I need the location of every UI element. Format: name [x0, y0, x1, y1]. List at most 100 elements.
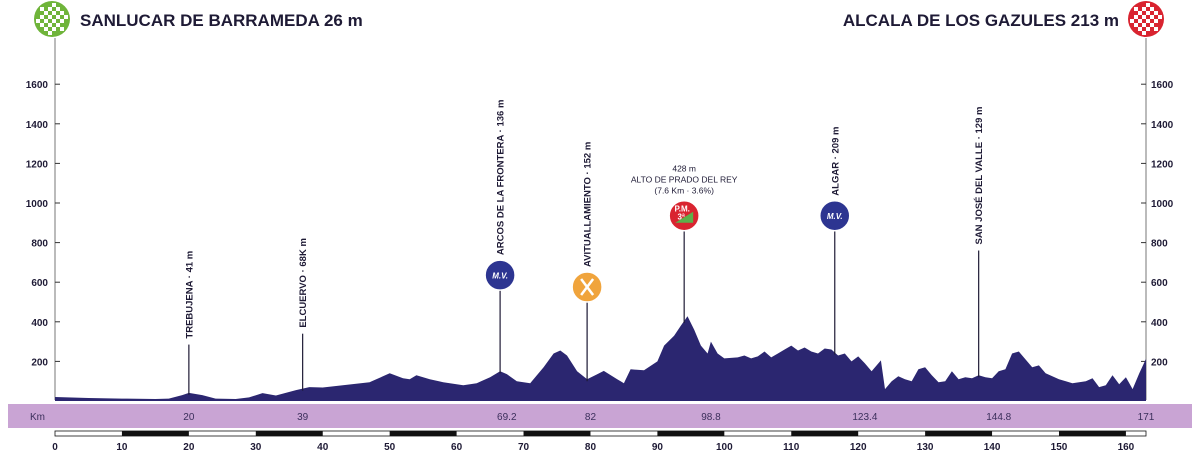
flag-check [60, 19, 64, 23]
y-tick-label-left: 800 [31, 239, 48, 250]
y-tick-label-left: 1600 [26, 80, 49, 91]
flag-check [60, 11, 64, 15]
scale-segment [255, 431, 323, 436]
knife-icon [580, 278, 595, 296]
km-strip-value: 144.8 [986, 412, 1011, 423]
finish-header: ALCALA DE LOS GAZULES 213 m [843, 1, 1164, 37]
km-strip-values: 20 39 69.2 82 98.8 123.4 144.8 171 [183, 412, 1154, 423]
y-tick-label-left: 1000 [26, 199, 49, 210]
flag-check [1134, 23, 1138, 27]
elevation-profile-area [55, 316, 1146, 401]
x-tick-label: 140 [984, 442, 1001, 453]
x-tick-label: 50 [384, 442, 396, 453]
flag-check [40, 7, 44, 11]
mv-marker-label: M.V. [492, 272, 508, 281]
location-name: SAN JOSÉ DEL VALLE · 129 m [974, 107, 985, 245]
x-tick-label: 70 [518, 442, 530, 453]
scale-segment [121, 431, 189, 436]
flag-check [52, 11, 56, 15]
mountain-sprint-icon [484, 259, 516, 291]
y-axis-right: 200 400 600 800 1000 1200 1400 1600 [1141, 80, 1174, 368]
scale-segment [791, 431, 859, 436]
y-tick-label-right: 600 [1151, 278, 1168, 289]
y-tick-label-right: 1400 [1151, 120, 1174, 131]
y-tick-label-left: 600 [31, 278, 48, 289]
km-strip-value: 123.4 [852, 412, 877, 423]
finish-label: ALCALA DE LOS GAZULES 213 m [843, 11, 1119, 30]
flag-check [1146, 3, 1150, 7]
flag-check [52, 27, 56, 31]
mv-marker-label: M.V. [827, 212, 843, 221]
flag-check [1138, 27, 1142, 31]
climb-category-icon [668, 199, 700, 232]
climb-info-line: 428 m [672, 164, 696, 174]
km-strip-value: 39 [297, 412, 309, 423]
scale-segment [657, 431, 725, 436]
km-strip-value: 82 [585, 412, 597, 423]
flag-check [1134, 7, 1138, 11]
climb-category-label: 3ª [677, 213, 684, 222]
flag-check [40, 23, 44, 27]
x-tick-label: 60 [451, 442, 463, 453]
flag-check [56, 23, 60, 27]
y-tick-label-left: 1200 [26, 159, 49, 170]
flag-check [48, 15, 52, 19]
y-tick-label-right: 400 [1151, 318, 1168, 329]
flag-check [1146, 27, 1150, 31]
location-name: ELCUERVO · 68K m [298, 238, 309, 328]
flag-check [48, 7, 52, 11]
flag-check [1138, 11, 1142, 15]
x-tick-label: 120 [850, 442, 867, 453]
flag-check [1154, 19, 1158, 23]
y-tick-label-right: 1000 [1151, 199, 1174, 210]
mountain-sprint-icon [819, 199, 851, 232]
x-tick-label: 40 [317, 442, 329, 453]
flag-check [1150, 15, 1154, 19]
flag-check [1154, 11, 1158, 15]
location-name: AVITUALLAMIENTO · 152 m [583, 142, 594, 267]
scale-segment [1058, 431, 1126, 436]
flag-check [1154, 27, 1158, 31]
flag-check [1138, 19, 1142, 23]
start-header: SANLUCAR DE BARRAMEDA 26 m [34, 1, 363, 37]
flag-check [40, 15, 44, 19]
flag-check [1142, 7, 1146, 11]
flag-check [44, 11, 48, 15]
flag-check [1146, 11, 1150, 15]
flag-check [1150, 23, 1154, 27]
climb-info-line: ALTO DE PRADO DEL REY [631, 175, 738, 185]
y-tick-label-right: 800 [1151, 239, 1168, 250]
scale-bar [54, 430, 1147, 437]
flag-check [56, 7, 60, 11]
flag-check [44, 27, 48, 31]
x-tick-label: 0 [52, 442, 58, 453]
climb-marker-label: P.M. [674, 205, 689, 214]
start-label: SANLUCAR DE BARRAMEDA 26 m [80, 11, 363, 30]
location-markers: TREBUJENA · 41 m ELCUERVO · 68K m M.V. ARCO… [184, 100, 985, 395]
x-axis-scale: 0 10 20 30 40 50 60 70 80 90 100 110 120 130 140 150 160 [52, 430, 1147, 453]
flag-check [44, 19, 48, 23]
scale-segment [389, 431, 457, 436]
x-tick-label: 90 [652, 442, 664, 453]
climb-triangle-icon [675, 211, 694, 223]
location-name: TREBUJENA · 41 m [184, 251, 195, 339]
x-tick-label: 130 [917, 442, 934, 453]
scale-segment [523, 431, 591, 436]
flag-check [48, 31, 52, 35]
flag-check [1142, 23, 1146, 27]
x-tick-label: 80 [585, 442, 597, 453]
y-tick-label-right: 200 [1151, 357, 1168, 368]
x-tick-label: 100 [716, 442, 733, 453]
x-tick-label: 160 [1118, 442, 1135, 453]
y-axis-left: 200 400 600 800 1000 1200 1400 1600 [26, 80, 60, 368]
flag-check [1134, 15, 1138, 19]
y-tick-label-right: 1200 [1151, 159, 1174, 170]
y-tick-label-right: 1600 [1151, 80, 1174, 91]
flag-check [1142, 15, 1146, 19]
flag-check [36, 19, 40, 23]
flag-check [1142, 31, 1146, 35]
x-tick-label: 20 [183, 442, 195, 453]
flag-check [1146, 19, 1150, 23]
km-strip-value: 69.2 [497, 412, 517, 423]
